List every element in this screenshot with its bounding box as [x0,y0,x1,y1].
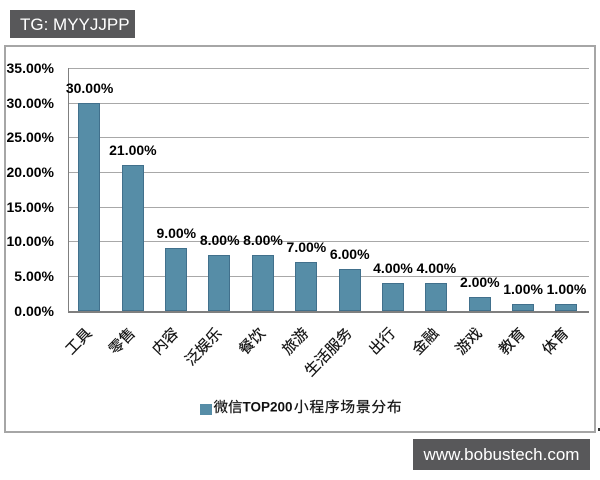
svg-text:TOP200: TOP200 [243,400,293,415]
